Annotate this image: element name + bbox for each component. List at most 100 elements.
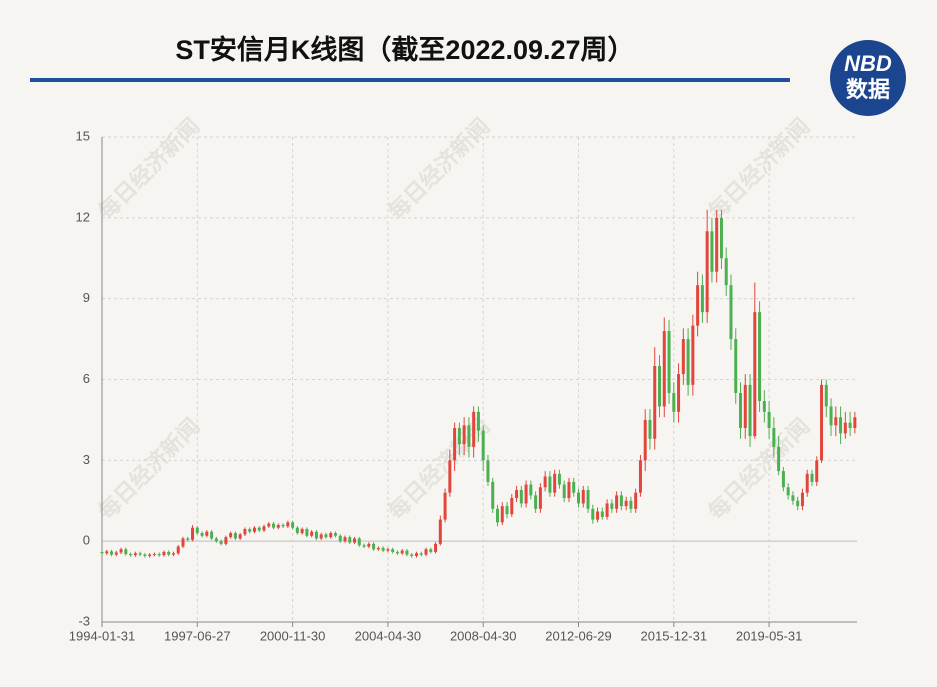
candle-body [557, 473, 561, 485]
candle-body [262, 526, 266, 531]
candle-body [248, 529, 252, 532]
candle-body [734, 339, 738, 393]
candle-body [324, 534, 328, 538]
candle-body [491, 481, 495, 509]
candle-body [157, 554, 161, 556]
candle-body [824, 384, 828, 407]
candle-body [291, 522, 295, 528]
candle-body [286, 522, 290, 527]
candle-body [329, 533, 333, 538]
candle-body [805, 473, 809, 493]
candle-body [529, 484, 533, 496]
candle-body [791, 495, 795, 501]
candle-body [419, 553, 423, 555]
candle-body [572, 481, 576, 493]
candle-body [538, 487, 542, 509]
candle-body [110, 551, 114, 555]
logo-mark: NBD [844, 51, 892, 76]
candle-body [758, 312, 762, 402]
candle-body [515, 489, 519, 499]
candle-body [510, 498, 514, 515]
candle-body [152, 554, 156, 556]
candle-body [481, 430, 485, 461]
candle-body [305, 529, 309, 536]
candle-body [705, 231, 709, 313]
candle-body [143, 554, 147, 556]
candle-body [553, 473, 557, 493]
candle-body [386, 549, 390, 551]
y-tick-label: 0 [83, 533, 90, 548]
plot: -3 0 3 6 9 12 15 1994-01-31 1997-06-27 2000-11-30… [69, 128, 857, 643]
candle-body [619, 495, 623, 507]
candle-body [129, 554, 133, 556]
candle-body [658, 366, 662, 407]
candle-body [681, 339, 685, 375]
y-tick-label: 15 [76, 128, 90, 143]
candle-body [739, 392, 743, 428]
candle-body [643, 419, 647, 461]
candle-body [348, 537, 352, 543]
candle-body [367, 543, 371, 547]
candle-body [472, 411, 476, 447]
candle-body [710, 231, 714, 272]
x-tick-label: 1994-01-31 [69, 628, 136, 643]
candle-body [457, 428, 461, 445]
x-tick-label: 2004-04-30 [355, 628, 422, 643]
candle-body [434, 543, 438, 552]
candle-body [772, 428, 776, 447]
candle-body [762, 401, 766, 412]
y-tick-label: 3 [83, 452, 90, 467]
logo-circle [830, 40, 906, 116]
candle-body [148, 554, 152, 556]
candle-body [267, 523, 271, 527]
candle-body [596, 511, 600, 520]
candle-body [839, 417, 843, 434]
candle-body [257, 527, 261, 531]
candle-body [610, 503, 614, 509]
candle-body [562, 484, 566, 499]
candle-body [200, 533, 204, 536]
y-tick-label: -3 [78, 613, 90, 628]
y-tick-label: 12 [76, 209, 90, 224]
candle-body [505, 506, 509, 515]
candle-body [453, 428, 457, 461]
candle-body [171, 553, 175, 555]
candle-body [648, 419, 652, 439]
candle-body [353, 538, 357, 543]
candle-body [167, 551, 171, 555]
candle-body [719, 217, 723, 259]
candle-body [124, 549, 128, 555]
candle-body [486, 460, 490, 482]
candle-body [591, 508, 595, 520]
candle-body [100, 551, 104, 554]
candle-body [848, 422, 852, 428]
candle-body [638, 460, 642, 493]
candle-body [462, 425, 466, 445]
candle-body [548, 476, 552, 493]
candle-body [662, 331, 666, 407]
candle-body [214, 538, 218, 542]
candle-body [724, 258, 728, 286]
candle-body [281, 525, 285, 527]
candle-body [224, 537, 228, 544]
candle-body [314, 531, 318, 539]
candle-body [796, 500, 800, 507]
candle-body [605, 503, 609, 517]
candle-body [162, 551, 166, 556]
candle-body [195, 527, 199, 534]
x-tick-label: 2012-06-29 [545, 628, 612, 643]
candle-body [252, 527, 256, 532]
candle-body [300, 529, 304, 534]
candle-body [233, 533, 237, 539]
candle-body [543, 476, 547, 488]
candle-body [519, 489, 523, 504]
candle-body [834, 417, 838, 426]
candle-body [429, 549, 433, 552]
candle-body [677, 374, 681, 412]
y-tick-label: 9 [83, 290, 90, 305]
candle-body [667, 331, 671, 393]
x-tick-label: 1997-06-27 [164, 628, 231, 643]
candle-body [138, 553, 142, 555]
candle-body [438, 519, 442, 544]
